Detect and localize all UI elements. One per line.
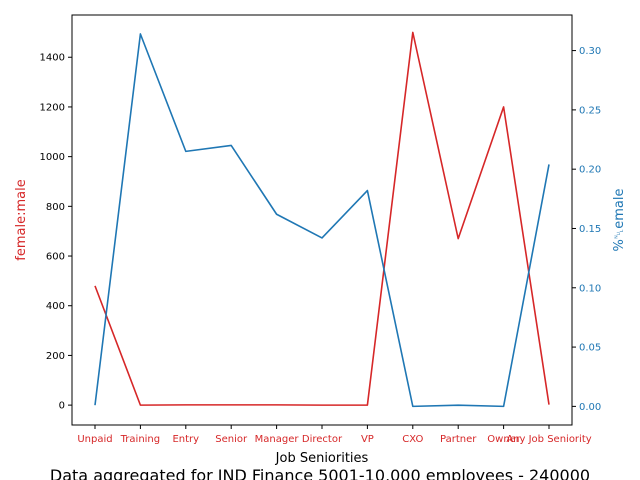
right-tick-label: 0.00 (579, 402, 601, 413)
left-axis-label: female:male (14, 179, 29, 260)
right-tick-label: 0.30 (579, 46, 601, 57)
x-axis: Unpaid Training Entry Senior Manager Director… (77, 425, 592, 445)
x-tick-label: Training (120, 434, 160, 445)
x-tick-label: Partner (440, 434, 477, 445)
right-axis-label: %␀emale (612, 189, 627, 252)
chart-caption: Data aggregated for IND Finance 5001-10,… (50, 466, 590, 480)
right-tick-label: 0.10 (579, 283, 601, 294)
left-tick-label: 400 (46, 301, 65, 312)
x-tick-label: Senior (215, 434, 248, 445)
left-tick-label: 0 (59, 401, 65, 412)
right-axis: 0.00 0.05 0.10 0.15 0.20 0.25 0.30 (572, 46, 601, 413)
percent-female-line (94, 33, 550, 408)
x-tick-label: CXO (402, 434, 423, 445)
right-tick-label: 0.20 (579, 165, 601, 176)
plot-lines (94, 31, 550, 408)
left-tick-label: 200 (46, 351, 65, 362)
plot-frame (71, 14, 573, 426)
x-tick-label: Director (302, 434, 343, 445)
x-tick-label: Manager (255, 434, 300, 445)
left-tick-label: 1400 (40, 53, 65, 64)
right-tick-label: 0.15 (579, 224, 601, 235)
left-tick-label: 1000 (40, 152, 65, 163)
female-male-ratio-line (94, 31, 550, 406)
left-tick-label: 1200 (40, 102, 65, 113)
x-tick-label: Entry (172, 434, 199, 445)
right-tick-label: 0.05 (579, 343, 601, 354)
left-tick-label: 800 (46, 202, 65, 213)
left-tick-label: 600 (46, 252, 65, 263)
x-tick-label: Any Job Seniority (506, 434, 591, 445)
x-axis-label: Job Seniorities (275, 451, 369, 466)
x-tick-label: Unpaid (77, 434, 112, 445)
left-axis: 0 200 400 600 800 1000 1200 1400 (40, 53, 72, 412)
right-tick-label: 0.25 (579, 105, 601, 116)
x-tick-label: Owner (487, 434, 521, 445)
x-tick-label: VP (361, 434, 374, 445)
